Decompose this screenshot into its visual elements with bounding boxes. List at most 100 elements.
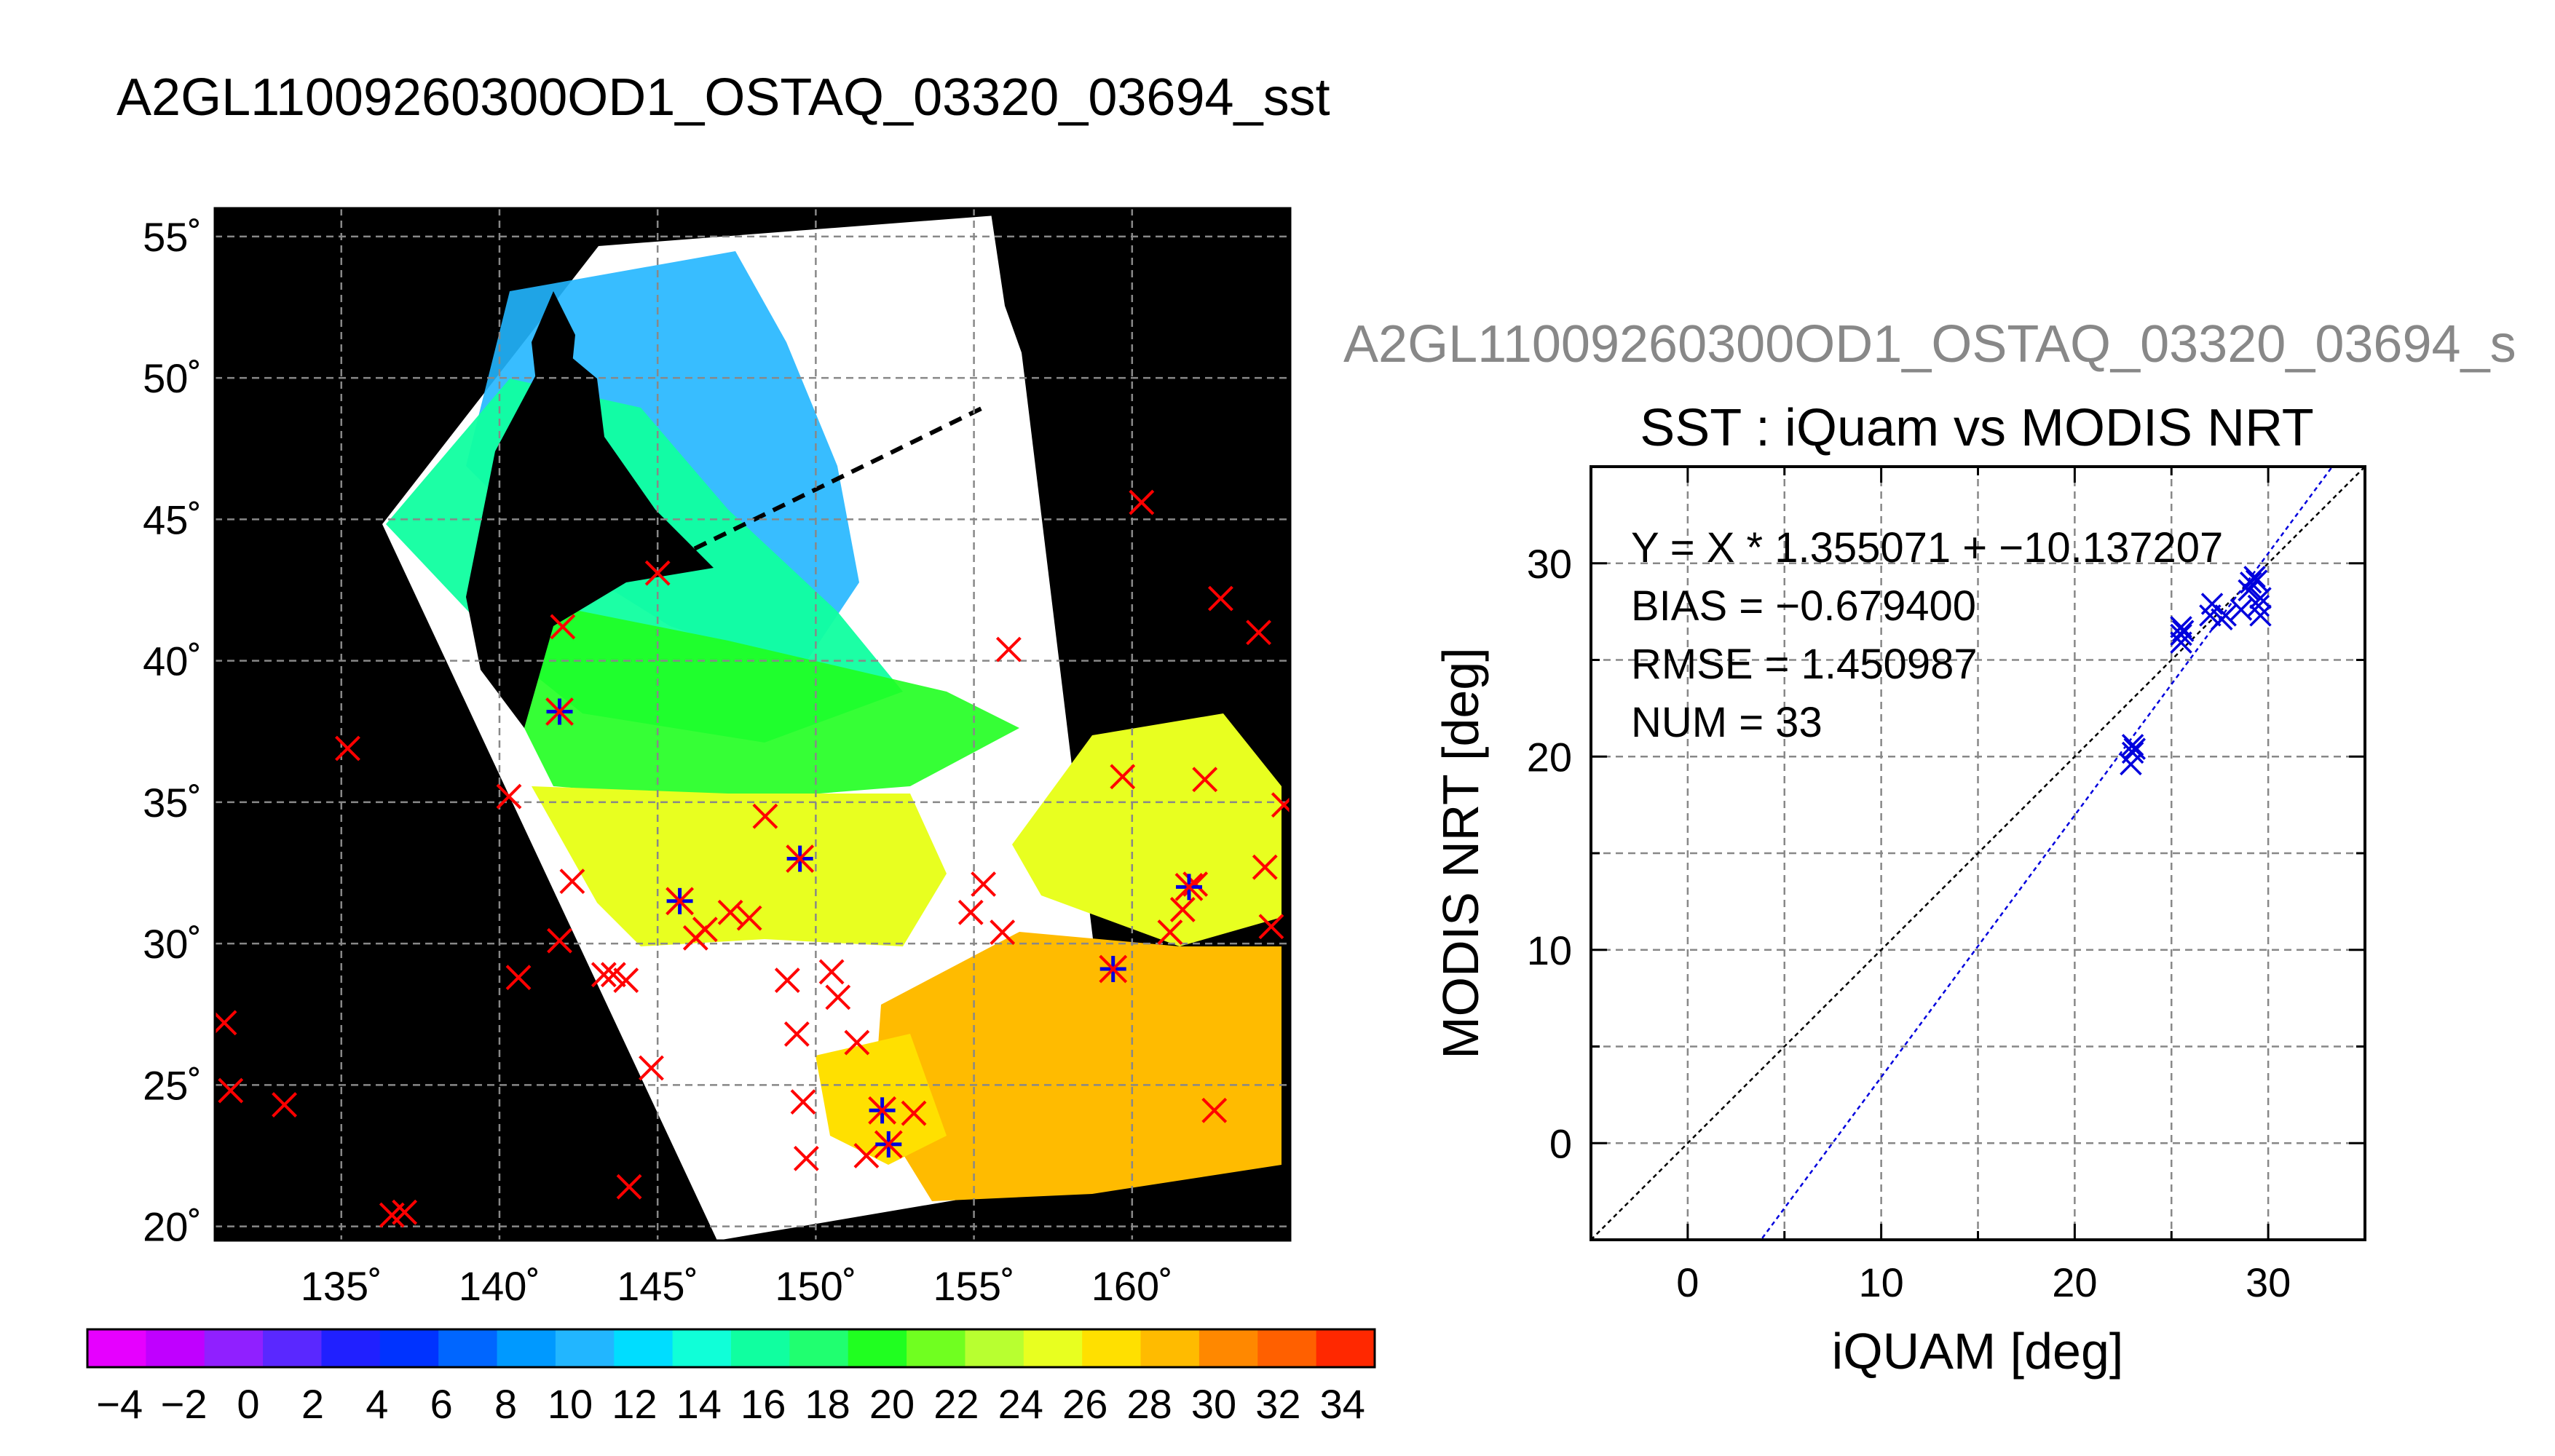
map-blue-star-marker — [666, 887, 694, 916]
map-red-x-marker — [600, 962, 626, 988]
marker-stroke — [644, 560, 671, 586]
regression-line — [1760, 467, 2334, 1240]
map-red-x-marker — [1258, 914, 1284, 940]
marker-stroke — [1246, 620, 1271, 646]
scatter-xtick-label: 0 — [1676, 1259, 1699, 1305]
marker-stroke — [1157, 919, 1183, 945]
map-red-x-marker — [1271, 792, 1290, 818]
marker-stroke — [736, 905, 762, 931]
map-frame — [213, 207, 1292, 1242]
scatter-stat-line: NUM = 33 — [1631, 699, 1823, 746]
scatter-stats: Y = X * 1.355071 + −10.137207 BIAS = −0.6… — [1631, 524, 2223, 746]
colorbar-tick-label: 16 — [741, 1381, 786, 1427]
map-red-x-marker — [692, 917, 718, 943]
map-red-x-marker — [218, 1077, 244, 1104]
marker-stroke — [1169, 897, 1196, 922]
map-lon-tick-label: 160˚ — [1091, 1263, 1173, 1309]
point-stroke — [2249, 587, 2272, 609]
marker-stroke — [957, 899, 984, 925]
marker-stroke — [547, 927, 572, 954]
marker-stroke — [990, 919, 1016, 945]
scatter-point — [2243, 566, 2266, 588]
map-red-x-marker — [496, 783, 522, 810]
marker-stroke — [505, 965, 532, 991]
map-lat-tick-label: 55˚ — [143, 214, 202, 260]
map-red-x-marker — [901, 1100, 927, 1126]
map-red-x-marker — [591, 962, 617, 988]
scatter-point — [2245, 569, 2268, 592]
marker-stroke — [666, 887, 694, 916]
marker-stroke — [591, 962, 617, 988]
marker-stroke — [545, 697, 574, 726]
marker-stroke — [692, 917, 718, 943]
scatter-plot: 0 10 20 30 0 10 20 30 Y = X * 1.355071 + −10.13… — [1432, 465, 2366, 1380]
scatter-xtick-label: 20 — [2052, 1259, 2097, 1305]
marker-stroke — [793, 1145, 819, 1171]
map-red-x-marker — [783, 1021, 810, 1047]
scatter-point — [2171, 620, 2195, 642]
one-to-one-line — [1591, 467, 2365, 1240]
map-red-x-marker — [639, 1055, 664, 1081]
sst-map: 135˚ 140˚ 145˚ 150˚ 155˚ 160˚ 20˚ 25˚ 30˚ 35˚ 40˚ 4… — [143, 207, 1292, 1309]
map-blue-star-marker — [1174, 872, 1204, 901]
marker-stroke — [550, 614, 576, 640]
map-red-x-marker — [971, 871, 997, 897]
colorbar-tick-label: 0 — [237, 1381, 259, 1427]
map-red-x-marker — [957, 899, 984, 925]
map-markers — [215, 489, 1290, 1228]
colorbar-labels: −4 −2 0 2 4 6 8 10 12 14 16 18 20 22 24 26 28 30 32 34 — [96, 1381, 1365, 1427]
map-red-x-marker — [774, 968, 800, 994]
marker-stroke — [1110, 764, 1136, 790]
map-red-x-marker — [1129, 489, 1155, 515]
scatter-ticks: 0 10 20 30 0 10 20 30 — [1527, 465, 2366, 1305]
marker-stroke — [853, 1143, 880, 1168]
map-red-x-marker — [1246, 620, 1271, 646]
marker-stroke — [392, 1199, 418, 1225]
colorbar-cell — [497, 1329, 556, 1367]
map-red-x-marker — [215, 1010, 237, 1036]
land-kuril-islands — [654, 405, 984, 570]
map-lon-tick-label: 135˚ — [301, 1263, 382, 1309]
map-red-x-marker — [335, 735, 360, 761]
map-red-x-marker — [1208, 585, 1233, 612]
map-lat-tick-label: 25˚ — [143, 1062, 202, 1108]
map-blue-star-marker — [868, 1096, 897, 1125]
map-lon-tick-label: 145˚ — [617, 1263, 698, 1309]
colorbar-tick-label: 30 — [1191, 1381, 1236, 1427]
marker-stroke — [868, 1096, 897, 1125]
map-title: A2GL11009260300OD1_OSTAQ_03320_03694_sst — [117, 68, 1330, 127]
scatter-grid — [1591, 467, 2365, 1240]
colorbar-cell — [1316, 1329, 1375, 1367]
sst-hot-region — [874, 932, 1282, 1201]
colorbar-cell — [907, 1329, 965, 1367]
map-red-x-marker — [1110, 764, 1136, 790]
point-stroke — [2121, 734, 2144, 756]
map-red-x-marker — [613, 968, 639, 994]
map-red-x-marker — [1252, 854, 1278, 880]
colorbar-cell — [263, 1329, 322, 1367]
scatter-xlabel: iQUAM [deg] — [1832, 1323, 2124, 1380]
colorbar-tick-label: 10 — [548, 1381, 593, 1427]
scatter-stat-line: RMSE = 1.450987 — [1631, 641, 1978, 688]
colorbar-tick-label: 18 — [805, 1381, 850, 1427]
marker-stroke — [639, 1055, 664, 1081]
map-red-x-marker — [272, 1092, 297, 1117]
marker-stroke — [600, 962, 626, 988]
colorbar-tick-label: 20 — [869, 1381, 915, 1427]
map-lon-tick-label: 155˚ — [933, 1263, 1015, 1309]
colorbar-cell — [555, 1329, 615, 1367]
marker-stroke — [995, 636, 1022, 662]
marker-stroke — [774, 968, 800, 994]
point-stroke — [2247, 594, 2270, 617]
marker-stroke — [1174, 872, 1204, 901]
colorbar: −4 −2 0 2 4 6 8 10 12 14 16 18 20 22 24 26 28 30 32 34 — [86, 1328, 1376, 1427]
map-red-x-marker — [793, 1145, 819, 1171]
colorbar-tick-label: 14 — [676, 1381, 722, 1427]
colorbar-tick-label: 2 — [301, 1381, 324, 1427]
map-red-x-marker — [1192, 767, 1218, 793]
map-lon-tick-label: 140˚ — [459, 1263, 540, 1309]
scatter-point — [2121, 734, 2144, 756]
point-stroke — [2170, 623, 2192, 646]
map-red-x-marker — [392, 1199, 418, 1225]
